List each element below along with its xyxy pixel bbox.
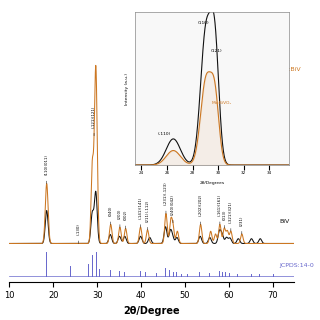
Text: (-321)(321): (-321)(321): [229, 201, 233, 231]
X-axis label: 2θ/Degree: 2θ/Degree: [124, 306, 180, 316]
Text: (240)(042): (240)(042): [171, 194, 175, 223]
Text: (200): (200): [118, 209, 122, 227]
Text: BiV: BiV: [279, 219, 289, 224]
Text: (-121)(121): (-121)(121): [92, 105, 96, 136]
Text: JCPDS:14-0: JCPDS:14-0: [279, 263, 314, 268]
Text: (231): (231): [240, 215, 244, 234]
Text: (002): (002): [124, 210, 128, 228]
Text: (-141)(141): (-141)(141): [139, 196, 142, 227]
Text: (013): (013): [222, 209, 226, 228]
Text: (-130): (-130): [77, 223, 81, 244]
Text: (110)(011): (110)(011): [45, 155, 49, 184]
Text: Mo:BiV: Mo:BiV: [279, 67, 301, 72]
Text: (040): (040): [109, 206, 113, 224]
Text: (-161)(161): (-161)(161): [218, 194, 222, 224]
Text: (211)(-112): (211)(-112): [146, 199, 149, 230]
Text: (-202)(202): (-202)(202): [199, 194, 203, 224]
Text: (-231)(-123): (-231)(-123): [164, 182, 168, 213]
